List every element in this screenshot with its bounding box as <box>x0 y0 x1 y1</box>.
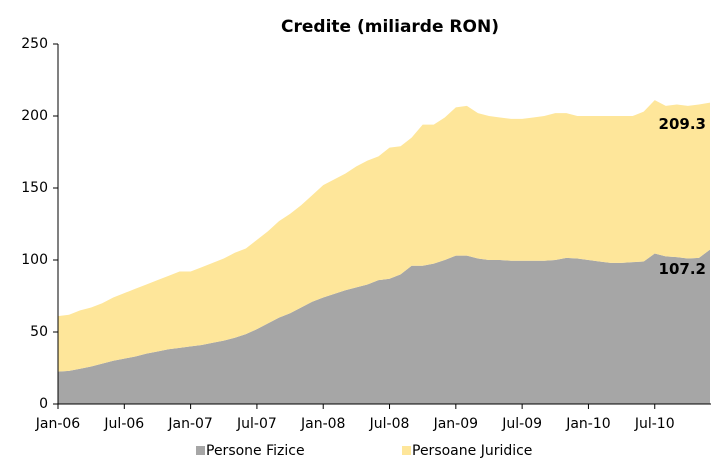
legend-swatch <box>402 446 411 455</box>
x-tick-label: Jul-06 <box>103 416 144 432</box>
x-tick-label: Jul-10 <box>634 416 675 432</box>
x-tick-label: Jan-10 <box>565 416 610 432</box>
x-tick-label: Jan-06 <box>35 416 81 432</box>
x-tick-label: Jan-07 <box>167 416 212 432</box>
y-tick-label: 250 <box>21 36 48 52</box>
chart-title: Credite (miliarde RON) <box>281 17 499 37</box>
x-tick-label: Jul-08 <box>369 416 410 432</box>
legend-label: Persone Fizice <box>206 443 305 459</box>
x-tick-label: Jan-08 <box>300 416 345 432</box>
legend-swatch <box>196 446 205 455</box>
x-tick-label: Jul-07 <box>236 416 277 432</box>
area <box>58 100 710 372</box>
annotation: 209.3 <box>659 115 706 133</box>
x-tick-label: Jan-09 <box>433 416 478 432</box>
legend-label: Persoane Juridice <box>412 443 532 459</box>
x-tick-label: Jul-09 <box>501 416 542 432</box>
y-tick-label: 100 <box>21 252 48 268</box>
y-tick-label: 0 <box>39 396 48 412</box>
area <box>58 249 710 404</box>
y-tick-label: 150 <box>21 180 48 196</box>
y-tick-label: 50 <box>30 324 48 340</box>
annotation: 107.2 <box>659 260 706 278</box>
y-tick-label: 200 <box>21 108 48 124</box>
